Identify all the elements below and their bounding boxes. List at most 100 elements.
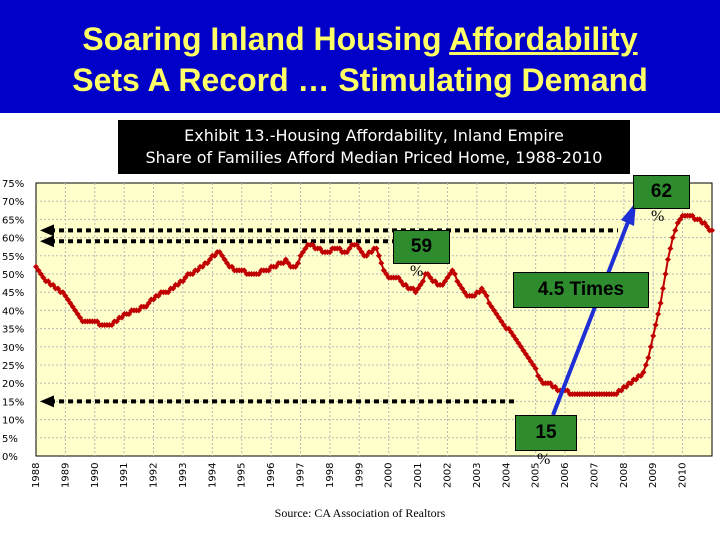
data-point bbox=[471, 292, 478, 299]
data-point bbox=[113, 318, 120, 325]
y-tick-label: 25% bbox=[2, 361, 24, 372]
data-point bbox=[299, 249, 306, 256]
data-point bbox=[709, 227, 715, 234]
data-point bbox=[346, 245, 353, 252]
data-point bbox=[535, 372, 542, 379]
x-tick-label: 2001 bbox=[413, 463, 424, 488]
y-tick-label: 75% bbox=[2, 179, 24, 190]
data-point bbox=[483, 292, 490, 299]
x-tick-label: 2002 bbox=[442, 463, 453, 488]
data-point bbox=[481, 289, 488, 296]
callout-15: 15 bbox=[515, 415, 577, 451]
data-point bbox=[211, 252, 218, 259]
data-point bbox=[273, 263, 280, 270]
data-point bbox=[145, 300, 152, 307]
data-point bbox=[410, 285, 417, 292]
data-point bbox=[701, 220, 708, 227]
data-point bbox=[150, 296, 157, 303]
data-point bbox=[520, 347, 527, 354]
y-tick-label: 65% bbox=[2, 215, 24, 226]
data-point bbox=[662, 271, 669, 277]
data-point bbox=[427, 274, 434, 281]
data-point bbox=[378, 260, 385, 267]
data-point bbox=[175, 281, 182, 288]
data-point bbox=[94, 318, 101, 325]
data-point bbox=[640, 369, 647, 376]
data-point bbox=[297, 252, 304, 259]
callout-4-5-times: 4.5 Times bbox=[513, 272, 649, 308]
x-tick-label: 2006 bbox=[560, 463, 571, 488]
y-tick-label: 35% bbox=[2, 325, 24, 336]
y-tick-label: 15% bbox=[2, 397, 24, 408]
data-point bbox=[530, 362, 537, 368]
data-point bbox=[613, 391, 620, 398]
data-point bbox=[50, 281, 57, 288]
data-point bbox=[505, 325, 512, 332]
data-point bbox=[515, 340, 522, 347]
data-point bbox=[459, 285, 466, 292]
data-point bbox=[664, 256, 671, 263]
data-point bbox=[628, 380, 635, 387]
data-point bbox=[402, 281, 409, 288]
data-point bbox=[444, 274, 451, 281]
y-tick-label: 10% bbox=[2, 416, 24, 427]
x-tick-label: 1999 bbox=[354, 463, 365, 488]
data-point bbox=[199, 263, 206, 270]
x-tick-label: 1988 bbox=[31, 463, 42, 488]
data-point bbox=[363, 252, 370, 259]
title-underlined-word: Affordability bbox=[449, 21, 638, 57]
x-tick-label: 1989 bbox=[60, 463, 71, 488]
exhibit-title-box: Exhibit 13.-Housing Affordability, Inlan… bbox=[118, 120, 630, 174]
x-tick-label: 1990 bbox=[90, 463, 101, 488]
data-point bbox=[522, 351, 529, 358]
data-point bbox=[657, 300, 664, 307]
callout-59: 59 bbox=[393, 230, 450, 264]
x-tick-label: 2010 bbox=[678, 463, 689, 488]
data-point bbox=[373, 245, 380, 252]
data-point bbox=[326, 249, 333, 256]
data-point bbox=[135, 307, 142, 314]
source-note: Source: CA Association of Realtors bbox=[274, 506, 446, 520]
y-tick-label: 50% bbox=[2, 270, 24, 281]
data-point bbox=[674, 220, 681, 227]
x-tick-label: 2007 bbox=[589, 463, 600, 488]
data-point bbox=[642, 362, 649, 368]
data-point bbox=[77, 314, 84, 321]
data-point bbox=[336, 245, 343, 252]
data-point bbox=[204, 260, 211, 267]
data-point bbox=[69, 303, 76, 310]
data-point bbox=[432, 278, 439, 285]
data-point bbox=[155, 292, 162, 299]
x-tick-label: 1991 bbox=[119, 463, 130, 488]
data-point bbox=[265, 267, 272, 274]
x-tick-label: 1992 bbox=[149, 463, 160, 488]
data-point bbox=[412, 289, 419, 296]
data-point bbox=[696, 216, 703, 223]
x-tick-label: 1997 bbox=[296, 463, 307, 488]
x-tick-label: 2004 bbox=[501, 463, 512, 488]
data-point bbox=[439, 281, 446, 288]
data-point bbox=[353, 241, 360, 248]
title-part: Soaring Inland Housing bbox=[82, 21, 450, 57]
data-point bbox=[532, 365, 539, 372]
x-tick-label: 1995 bbox=[237, 463, 248, 488]
data-point bbox=[344, 249, 351, 256]
callout-59-unit: % bbox=[410, 263, 424, 280]
data-point bbox=[669, 234, 676, 241]
x-tick-label: 1998 bbox=[325, 463, 336, 488]
data-point bbox=[72, 307, 79, 314]
data-point bbox=[645, 354, 652, 361]
callout-62-unit: % bbox=[651, 208, 665, 225]
data-point bbox=[451, 271, 458, 277]
callout-62: 62 bbox=[633, 175, 690, 209]
data-point bbox=[368, 249, 375, 256]
data-point bbox=[525, 354, 532, 361]
data-point bbox=[383, 271, 390, 277]
data-point bbox=[302, 245, 309, 252]
data-point bbox=[317, 245, 324, 252]
x-tick-label: 2000 bbox=[384, 463, 395, 488]
data-point bbox=[442, 278, 449, 285]
data-point bbox=[478, 285, 485, 292]
data-point bbox=[677, 216, 684, 223]
